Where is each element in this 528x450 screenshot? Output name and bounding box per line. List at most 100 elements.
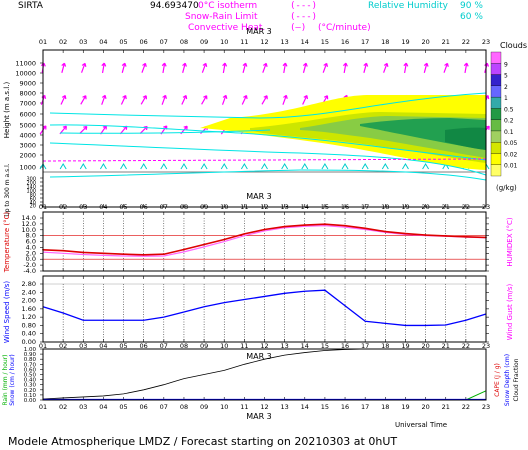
- cloud-hour-label: 07: [160, 38, 168, 46]
- rain-y-tick-label: 0.60: [24, 367, 37, 373]
- temp-hour-label: 17: [361, 203, 369, 211]
- humidity-contour: [59, 129, 271, 134]
- legend-snow-swatch: (---): [290, 12, 317, 22]
- temp-hour-label: 19: [401, 203, 409, 211]
- freezing-level-line: [42, 158, 487, 162]
- cloud-hour-label: 21: [442, 38, 450, 46]
- height-tick-label: 7000: [19, 100, 36, 108]
- wind-y-tick-label: 1.60: [22, 305, 36, 313]
- temp-hour-label: 18: [381, 203, 389, 211]
- low-level-arrow: [160, 163, 168, 170]
- wind-arrow: [403, 62, 409, 74]
- rain-y-tick-label: 0.20: [24, 388, 37, 394]
- cloud-hour-label: 15: [321, 38, 329, 46]
- height-tick-label: 20: [30, 204, 36, 210]
- wind-y-tick-label: 2.80: [22, 280, 36, 288]
- cloud-hour-label: 20: [421, 38, 429, 46]
- rain-hour-label: 09: [200, 403, 208, 411]
- temp-y-tick-label: 4.0: [26, 243, 36, 251]
- rain-hour-label: 14: [301, 403, 309, 411]
- cloud-hour-label: 13: [280, 38, 288, 46]
- height-tick-label: 5000: [19, 122, 36, 130]
- low-level-arrow: [200, 163, 208, 170]
- colorbar-label: 0.05: [504, 140, 518, 147]
- wind-arrow: [363, 62, 369, 73]
- date-label-bottom: MAR 3: [246, 412, 272, 421]
- x-axis-label: Universal Time: [395, 421, 447, 429]
- temp-y-tick-label: -2.0: [23, 261, 36, 269]
- low-level-arrow: [261, 163, 268, 170]
- low-level-arrow: [240, 163, 248, 170]
- colorbar-swatch: [490, 96, 502, 109]
- wind-hour-label: 13: [280, 342, 288, 350]
- humidity-contour: [49, 92, 487, 119]
- wind-panel-frame: [42, 275, 487, 343]
- cloud-hour-label: 23: [482, 38, 490, 46]
- temp-y-tick-label: 6.0: [26, 238, 36, 246]
- height-tick-label: 11000: [15, 60, 36, 68]
- colorbar-swatch: [490, 51, 502, 64]
- wind-arrow: [302, 94, 309, 105]
- cloud-hour-label: 04: [99, 38, 107, 46]
- temperature-panel-frame: [42, 211, 487, 272]
- wind-y-tick-label: 0.00: [22, 338, 36, 346]
- cloud-hour-label: 11: [240, 38, 248, 46]
- wind-arrow: [59, 125, 67, 135]
- temperature-axis-label: Temperature (°C): [3, 212, 11, 274]
- temperature-point: [142, 253, 145, 256]
- height-tick-label: 8000: [19, 90, 36, 98]
- wind-arrow: [80, 62, 87, 73]
- colorbar-label: 9: [504, 61, 508, 68]
- wind-arrow: [79, 125, 88, 134]
- wind-y-tick-label: 2.00: [22, 297, 36, 305]
- temp-hour-label: 01: [39, 203, 47, 211]
- wind-hour-label: 14: [301, 342, 309, 350]
- temp-hour-label: 23: [482, 203, 490, 211]
- cloud-hour-label: 14: [301, 38, 309, 46]
- temperature-point: [444, 235, 447, 237]
- wind-arrow: [60, 94, 67, 105]
- colorbar-swatch: [490, 74, 502, 86]
- low-level-arrow: [422, 163, 430, 170]
- wind-arrow: [282, 94, 288, 105]
- colorbar-label: 0.5: [504, 106, 514, 113]
- height-tick-label: 2000: [19, 152, 36, 160]
- rain-hour-label: 04: [99, 403, 107, 411]
- temperature-point: [183, 248, 185, 251]
- temperature-point: [384, 230, 387, 233]
- rain-hour-label: 22: [462, 403, 470, 411]
- temp-y-tick-label: 12.0: [22, 220, 36, 228]
- temp-hour-label: 11: [240, 203, 248, 211]
- cloud-panel: 01 02 03 04 05 06 07 08 09 10 11 12 13 14 15 16 17 18 19 20…: [3, 27, 490, 217]
- rain-y-tick-label: 0.00: [24, 398, 37, 404]
- wind-hour-label: 01: [39, 342, 47, 350]
- colorbar-label: 0.02: [504, 151, 518, 158]
- low-level-arrow: [99, 163, 107, 170]
- cloud-hour-label: 09: [200, 38, 208, 46]
- height-tick-label: 1000: [19, 164, 36, 172]
- humidity-contour: [49, 142, 487, 176]
- wind-hour-label: 12: [260, 342, 268, 350]
- rain-hour-label: 05: [119, 403, 127, 411]
- low-level-arrow: [180, 163, 188, 170]
- wind-arrow: [101, 94, 107, 105]
- temp-hour-label: 10: [220, 203, 228, 211]
- wind-arrow: [161, 94, 167, 105]
- temp-hour-label: 14: [301, 203, 309, 211]
- humidity-contour: [49, 124, 487, 161]
- wind-hour-label: 02: [59, 342, 67, 350]
- rain-hour-label: 23: [482, 403, 490, 411]
- colorbar-units: (g/kg): [496, 184, 517, 192]
- wind-arrow: [342, 62, 348, 74]
- wind-hour-label: 05: [119, 342, 127, 350]
- temp-hour-label: 07: [160, 203, 168, 211]
- temperature-point: [263, 228, 266, 231]
- rain-hour-label: 11: [240, 403, 248, 411]
- wind-hour-label: 07: [160, 342, 168, 350]
- colorbar-swatch: [490, 108, 502, 120]
- station-coords: 94.693470: [150, 1, 199, 11]
- rain-hour-label: 18: [381, 403, 389, 411]
- cloud-hour-label: 06: [140, 38, 148, 46]
- rain-y-tick-label: 0.10: [24, 393, 37, 399]
- temp-hour-label: 22: [462, 203, 470, 211]
